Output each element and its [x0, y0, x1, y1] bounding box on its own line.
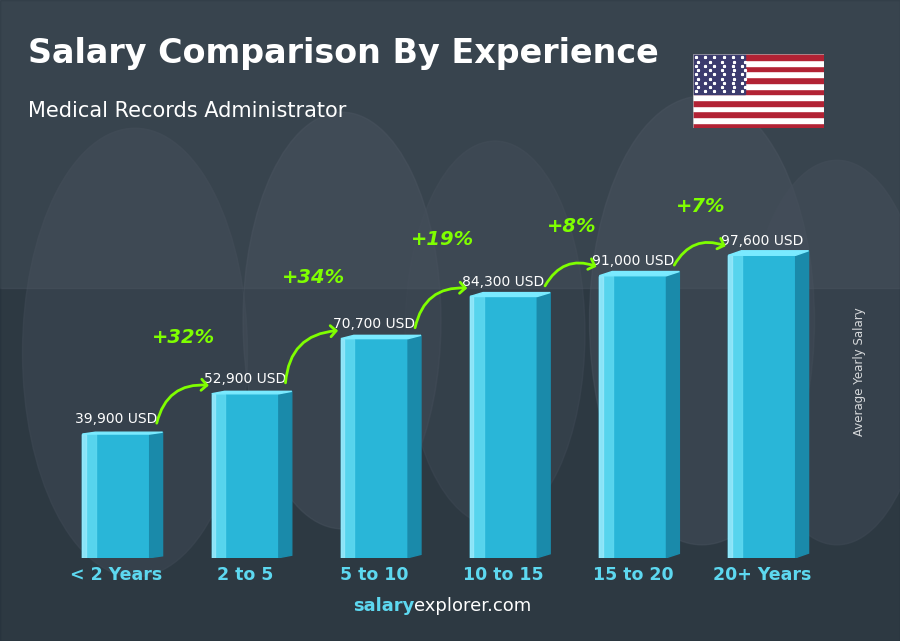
Text: 97,600 USD: 97,600 USD [721, 233, 803, 247]
Bar [693, 100, 824, 106]
Polygon shape [470, 292, 550, 297]
Bar [693, 106, 824, 111]
Bar [693, 60, 824, 66]
Polygon shape [728, 251, 808, 255]
Polygon shape [599, 272, 680, 276]
Bar [470, 297, 473, 558]
Bar [599, 276, 603, 558]
Ellipse shape [243, 112, 441, 529]
Bar [212, 394, 279, 558]
Text: Salary Comparison By Experience: Salary Comparison By Experience [28, 37, 659, 70]
Bar [83, 434, 86, 558]
Text: Medical Records Administrator: Medical Records Administrator [28, 101, 346, 121]
Bar [0, 0, 900, 288]
Bar [728, 255, 742, 558]
Bar [470, 297, 483, 558]
Bar [470, 297, 537, 558]
Text: +34%: +34% [282, 268, 345, 287]
Ellipse shape [747, 160, 900, 545]
Text: 39,900 USD: 39,900 USD [75, 412, 158, 426]
Text: +19%: +19% [410, 230, 474, 249]
Bar [599, 276, 667, 558]
Bar [693, 54, 824, 60]
Bar [728, 255, 732, 558]
Bar [693, 54, 745, 94]
Bar [212, 394, 215, 558]
Bar [693, 117, 824, 122]
Bar [693, 83, 824, 88]
Bar [83, 434, 149, 558]
Polygon shape [537, 292, 550, 558]
Text: explorer.com: explorer.com [414, 597, 531, 615]
Text: +8%: +8% [546, 217, 596, 236]
Bar [728, 255, 796, 558]
Bar [341, 338, 355, 558]
Bar [693, 77, 824, 83]
Polygon shape [341, 335, 421, 338]
Polygon shape [408, 335, 421, 558]
Bar [693, 94, 824, 100]
Ellipse shape [405, 141, 585, 526]
Bar [693, 88, 824, 94]
Bar [599, 276, 613, 558]
Text: salary: salary [353, 597, 414, 615]
Bar [341, 338, 408, 558]
Bar [693, 122, 824, 128]
Text: 91,000 USD: 91,000 USD [591, 254, 674, 268]
Text: 84,300 USD: 84,300 USD [463, 275, 544, 288]
Bar [693, 111, 824, 117]
Bar [83, 434, 96, 558]
Bar [693, 66, 824, 72]
Polygon shape [149, 432, 163, 558]
Ellipse shape [590, 96, 814, 545]
Bar [693, 72, 824, 77]
Polygon shape [667, 272, 680, 558]
Text: Average Yearly Salary: Average Yearly Salary [853, 308, 866, 436]
Ellipse shape [22, 128, 248, 577]
Text: +7%: +7% [676, 197, 725, 216]
Polygon shape [279, 391, 292, 558]
Bar [341, 338, 344, 558]
Text: +32%: +32% [152, 328, 215, 347]
Text: 52,900 USD: 52,900 USD [204, 372, 286, 386]
Text: 70,700 USD: 70,700 USD [333, 317, 415, 331]
Polygon shape [212, 391, 292, 394]
Bar [212, 394, 225, 558]
Polygon shape [796, 251, 808, 558]
Polygon shape [83, 432, 163, 434]
